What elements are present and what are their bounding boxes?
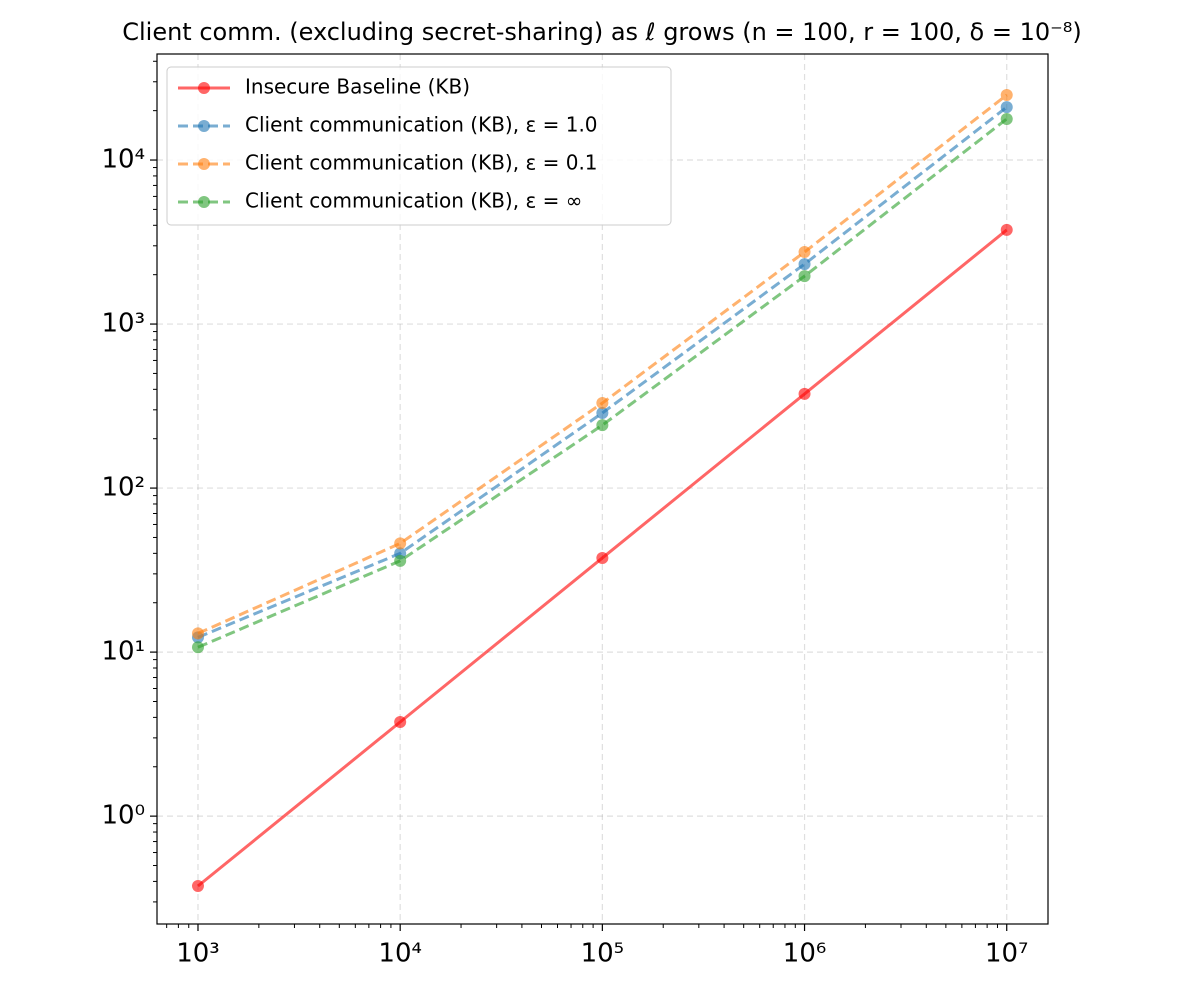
series-marker [394,554,407,567]
series-marker [1000,89,1013,102]
x-tick-label: 10⁴ [378,939,422,969]
y-tick-label: 10⁰ [101,801,145,831]
series-marker [798,258,811,271]
chart-title: Client comm. (excluding secret-sharing) … [122,18,1082,46]
legend-marker [198,196,210,208]
series-marker [798,245,811,258]
series-marker [798,387,811,400]
legend-label: Client communication (KB), ε = ∞ [245,189,582,213]
series-marker [596,397,609,410]
series-marker [1000,223,1013,236]
y-tick-label: 10³ [101,309,145,339]
series-line [197,117,1008,649]
x-tick-label: 10⁶ [783,939,827,969]
series-marker [596,406,609,419]
legend-box [166,66,672,226]
series-marker [596,551,609,564]
series-marker [596,419,609,432]
series-marker [1000,101,1013,114]
series-marker [394,715,407,728]
series-marker [191,641,204,654]
y-tick-label: 10² [101,473,145,503]
y-tick-label: 10⁴ [101,145,145,175]
legend: Insecure Baseline (KB) Client communicati… [166,66,672,226]
legend-label: Client communication (KB), ε = 1.0 [245,113,598,137]
series-marker [798,270,811,283]
legend-marker [198,120,210,132]
x-tick-label: 10⁷ [985,939,1029,969]
legend-marker [198,82,210,94]
y-tick-label: 10¹ [101,637,145,667]
x-tick-label: 10³ [176,939,220,969]
series-marker [191,880,204,893]
series-marker [1000,112,1013,125]
legend-label: Insecure Baseline (KB) [245,75,470,99]
x-tick-label: 10⁵ [581,939,625,969]
legend-label: Client communication (KB), ε = 0.1 [245,151,598,175]
legend-marker [198,158,210,170]
series-marker [394,537,407,550]
series-marker [191,627,204,640]
plot-frame [156,53,1049,925]
